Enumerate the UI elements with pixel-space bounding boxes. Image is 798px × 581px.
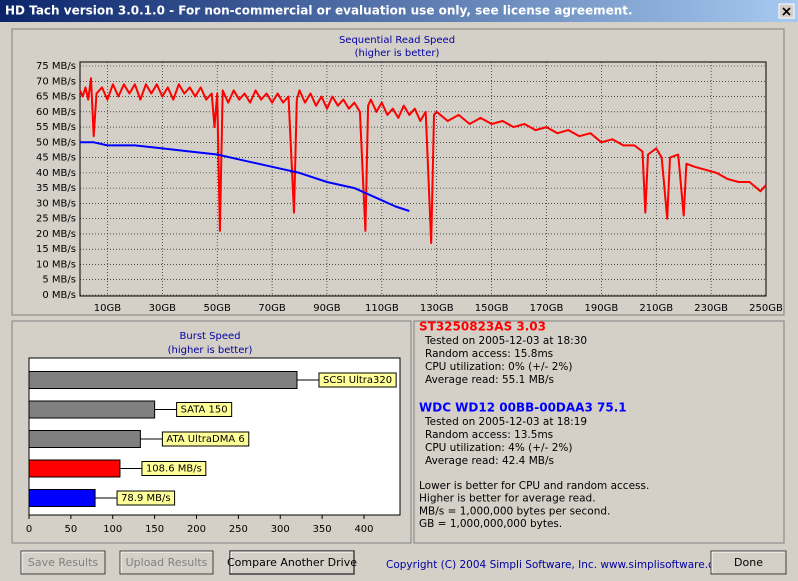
bar-label: 108.6 MB/s: [146, 464, 202, 475]
speed-line: [79, 77, 767, 245]
x-tick-label: 100: [103, 524, 122, 535]
bar-label: SATA 150: [181, 405, 228, 416]
x-tick-label: 170GB: [530, 303, 564, 314]
bar-label-box: [318, 372, 397, 388]
drive-name: ST3250823AS 3.03: [419, 320, 546, 334]
x-tick-label: 50GB: [204, 303, 231, 314]
x-tick-label: 250: [229, 524, 248, 535]
bar-label-box: [116, 490, 176, 506]
drive-stat: Tested on 2005-12-03 at 18:30: [424, 335, 587, 347]
burst-bar: [28, 430, 141, 448]
y-tick-label: 20 MB/s: [36, 229, 76, 240]
seq-subtitle: (higher is better): [355, 48, 440, 59]
seq-title: Sequential Read Speed: [339, 35, 455, 46]
bar-label: SCSI Ultra320: [323, 375, 392, 386]
bar-label-box: [141, 461, 207, 476]
x-tick-label: 150: [145, 524, 164, 535]
x-tick-label: 90GB: [313, 303, 340, 314]
x-tick-label: 150GB: [475, 303, 509, 314]
copyright: Copyright (C) 2004 Simpli Software, Inc.…: [386, 559, 730, 571]
burst-bar: [28, 459, 121, 478]
burst-bar: [28, 489, 96, 507]
x-tick-label: 250GB: [749, 303, 783, 314]
x-tick-label: 400: [354, 524, 373, 535]
burst-subtitle: (higher is better): [168, 345, 253, 356]
x-tick-label: 210GB: [639, 303, 673, 314]
button[interactable]: [229, 550, 355, 575]
y-tick-label: 15 MB/s: [36, 244, 76, 255]
bar-label-box: [176, 402, 233, 417]
button-label[interactable]: Done: [734, 556, 763, 569]
note: GB = 1,000,000,000 bytes.: [419, 518, 562, 530]
button-bevel: [120, 551, 212, 573]
drive-stat: CPU utilization: 4% (+/- 2%): [425, 442, 572, 454]
drive-stat: Average read: 55.1 MB/s: [425, 374, 554, 386]
x-tick-label: 300: [271, 524, 290, 535]
y-tick-label: 50 MB/s: [36, 137, 76, 148]
drive-stat: Average read: 42.4 MB/s: [425, 455, 554, 467]
button-label: Save Results: [28, 556, 98, 569]
x-tick-label: 0: [26, 524, 32, 535]
burst-bar: [28, 400, 156, 419]
button-label: Upload Results: [126, 556, 208, 569]
x-tick-label: 230GB: [694, 303, 728, 314]
y-tick-label: 40 MB/s: [36, 168, 76, 179]
button[interactable]: [710, 550, 787, 575]
window-title: HD Tach version 3.0.1.0 - For non-commer…: [5, 4, 633, 18]
y-tick-label: 0 MB/s: [42, 290, 76, 301]
x-tick-label: 10GB: [94, 303, 121, 314]
y-tick-label: 55 MB/s: [36, 122, 76, 133]
button-label[interactable]: Compare Another Drive: [227, 556, 357, 569]
info-panel: [413, 320, 785, 544]
title-buttons: [778, 3, 795, 19]
note: Lower is better for CPU and random acces…: [419, 480, 649, 492]
x-tick-label: 110GB: [365, 303, 399, 314]
x-tick-label: 70GB: [258, 303, 285, 314]
note: MB/s = 1,000,000 bytes per second.: [419, 505, 610, 517]
burst-title: Burst Speed: [180, 331, 241, 342]
button-bevel: [711, 551, 785, 573]
x-tick-label: 130GB: [420, 303, 454, 314]
button-bevel: [21, 551, 104, 573]
drive-stat: CPU utilization: 0% (+/- 2%): [425, 361, 572, 373]
y-tick-label: 35 MB/s: [36, 183, 76, 194]
y-tick-label: 45 MB/s: [36, 153, 76, 164]
button: [119, 550, 214, 575]
drive-name: WDC WD12 00BB-00DAA3 75.1: [419, 401, 627, 415]
button: [20, 550, 106, 575]
seq-plot: [79, 61, 767, 297]
y-tick-label: 25 MB/s: [36, 214, 76, 225]
x-tick-label: 50: [65, 524, 78, 535]
drive-stat: Random access: 13.5ms: [425, 429, 553, 441]
y-tick-label: 10 MB/s: [36, 259, 76, 270]
x-tick-label: 30GB: [149, 303, 176, 314]
x-tick-label: 190GB: [585, 303, 619, 314]
y-tick-label: 60 MB/s: [36, 107, 76, 118]
drive-stat: Tested on 2005-12-03 at 18:19: [424, 416, 587, 428]
y-tick-label: 70 MB/s: [36, 76, 76, 87]
x-tick-label: 350: [313, 524, 332, 535]
bar-label-box: [161, 431, 250, 447]
y-tick-label: 75 MB/s: [36, 61, 76, 72]
note: Higher is better for average read.: [419, 493, 596, 505]
bar-label: 78.9 MB/s: [121, 493, 171, 504]
x-tick-label: 200: [187, 524, 206, 535]
y-tick-label: 30 MB/s: [36, 198, 76, 209]
drive-stat: Random access: 15.8ms: [425, 348, 553, 360]
speed-line: [80, 141, 410, 212]
burst-bar: [28, 371, 298, 389]
button-bevel: [230, 551, 353, 573]
bar-label: ATA UltraDMA 6: [166, 434, 244, 445]
y-tick-label: 5 MB/s: [42, 275, 76, 286]
title-bar: [0, 0, 798, 22]
y-tick-label: 65 MB/s: [36, 92, 76, 103]
